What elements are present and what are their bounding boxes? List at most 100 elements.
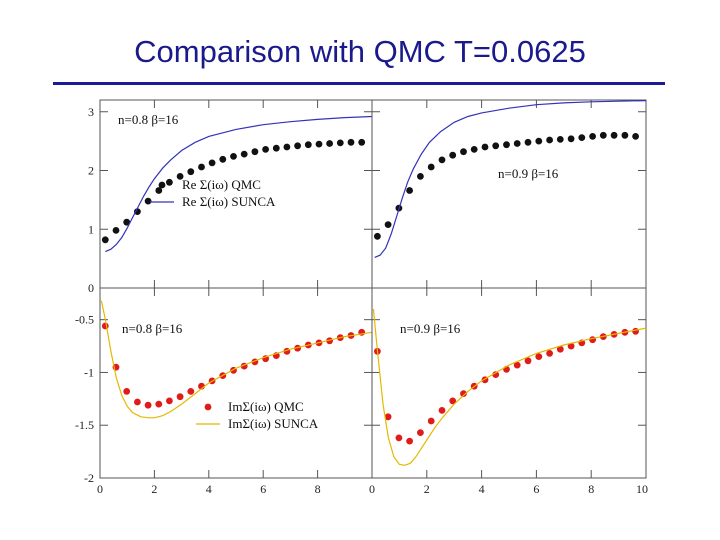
qmc-point — [470, 146, 478, 153]
qmc-point — [336, 139, 344, 147]
qmc-point — [589, 133, 596, 140]
qmc-point — [556, 136, 564, 143]
qmc-point — [134, 208, 141, 215]
legend-marker-dot — [204, 403, 212, 411]
qmc-point — [460, 390, 467, 397]
x-tick-label: 8 — [588, 482, 594, 494]
qmc-point — [546, 350, 553, 357]
panel-annotation: n=0.8 β=16 — [118, 112, 179, 127]
qmc-point — [262, 146, 269, 153]
qmc-point — [384, 413, 392, 421]
qmc-point — [219, 155, 227, 163]
qmc-point — [326, 140, 333, 147]
panel-annotation: n=0.9 β=16 — [400, 321, 461, 336]
x-tick-label: 6 — [533, 482, 539, 494]
qmc-point — [438, 156, 446, 164]
qmc-point — [589, 336, 596, 344]
qmc-point — [166, 178, 173, 186]
qmc-point — [460, 148, 467, 156]
qmc-point — [230, 153, 237, 160]
qmc-point — [513, 361, 521, 369]
qmc-point — [134, 398, 141, 406]
qmc-point — [492, 371, 500, 378]
qmc-point — [395, 434, 403, 442]
x-tick-label: 4 — [479, 482, 485, 494]
qmc-point — [481, 143, 489, 151]
qmc-point — [304, 141, 312, 149]
qmc-point — [567, 135, 575, 143]
qmc-point — [567, 342, 575, 350]
qmc-point — [535, 353, 543, 360]
qmc-point — [427, 163, 435, 171]
panel-annotation: n=0.8 β=16 — [122, 321, 183, 336]
sunca-line — [100, 300, 373, 419]
qmc-point — [632, 327, 639, 335]
qmc-point — [556, 345, 564, 353]
panel-annotation: n=0.9 β=16 — [498, 166, 559, 181]
y-tick-label: 3 — [88, 105, 94, 119]
qmc-point — [155, 400, 163, 408]
qmc-point — [294, 344, 301, 352]
panel-bottom-right: -0.5-1-1.5-20246810n=0.9 β=16 — [369, 287, 648, 494]
qmc-point — [347, 138, 355, 146]
sunca-line — [372, 309, 647, 466]
qmc-point — [503, 141, 510, 149]
x-tick-label: 2 — [151, 482, 157, 494]
sunca-line — [374, 100, 647, 258]
panel-top-left: 0 1 2 3 n=0.8 β=16 Re Σ(iω) QMC Re Σ(iω) SUNCA — [88, 99, 373, 295]
qmc-point — [101, 322, 109, 330]
qmc-point — [198, 163, 205, 171]
qmc-point — [123, 218, 131, 226]
x-tick-label: 10 — [636, 482, 648, 494]
qmc-point — [374, 232, 381, 240]
qmc-point — [449, 151, 457, 159]
qmc-point — [632, 133, 639, 140]
qmc-point — [272, 144, 280, 152]
y-tick-label: -1 — [84, 365, 94, 379]
qmc-point — [208, 159, 216, 167]
y-tick-label: 0 — [88, 281, 94, 295]
qmc-point — [449, 397, 457, 405]
sunca-line — [105, 115, 373, 253]
qmc-point — [187, 388, 195, 395]
slide-title: Comparison with QMC T=0.0625 — [134, 34, 586, 69]
x-tick-label: 8 — [315, 482, 321, 494]
x-tick-label: 4 — [206, 482, 212, 494]
qmc-point — [101, 236, 109, 244]
qmc-point — [112, 227, 120, 234]
qmc-point — [144, 197, 152, 205]
qmc-point — [358, 138, 366, 146]
qmc-point — [524, 357, 532, 365]
qmc-point — [599, 131, 607, 139]
qmc-point — [406, 437, 413, 445]
qmc-point — [123, 388, 131, 395]
qmc-point — [417, 173, 424, 180]
qmc-point — [176, 393, 184, 401]
panel-frame — [371, 99, 647, 289]
y-tick-label: -2 — [84, 471, 94, 485]
qmc-point — [438, 407, 446, 414]
qmc-point — [546, 136, 553, 144]
legend-label: Re Σ(iω) SUNCA — [182, 194, 276, 209]
legend-label: Re Σ(iω) QMC — [182, 177, 261, 192]
panel-frame — [371, 287, 647, 479]
qmc-point — [492, 142, 500, 150]
qmc-point — [240, 150, 248, 158]
x-tick-label: 0 — [369, 482, 375, 494]
qmc-point — [283, 143, 291, 151]
qmc-point — [294, 142, 301, 150]
title-underline — [53, 82, 665, 85]
qmc-point — [578, 134, 586, 141]
x-tick-label: 6 — [260, 482, 266, 494]
comparison-figure: 0 1 2 3 n=0.8 β=16 Re Σ(iω) QMC Re Σ(iω) SUNCA… — [75, 99, 648, 494]
legend-marker-dot — [158, 181, 166, 189]
qmc-point — [251, 148, 259, 156]
qmc-point — [176, 173, 184, 180]
qmc-point — [166, 397, 173, 405]
legend-label: ImΣ(iω) SUNCA — [228, 416, 319, 431]
x-tick-label: 0 — [97, 482, 103, 494]
qmc-point — [326, 337, 333, 345]
y-tick-label: -1.5 — [75, 418, 94, 432]
